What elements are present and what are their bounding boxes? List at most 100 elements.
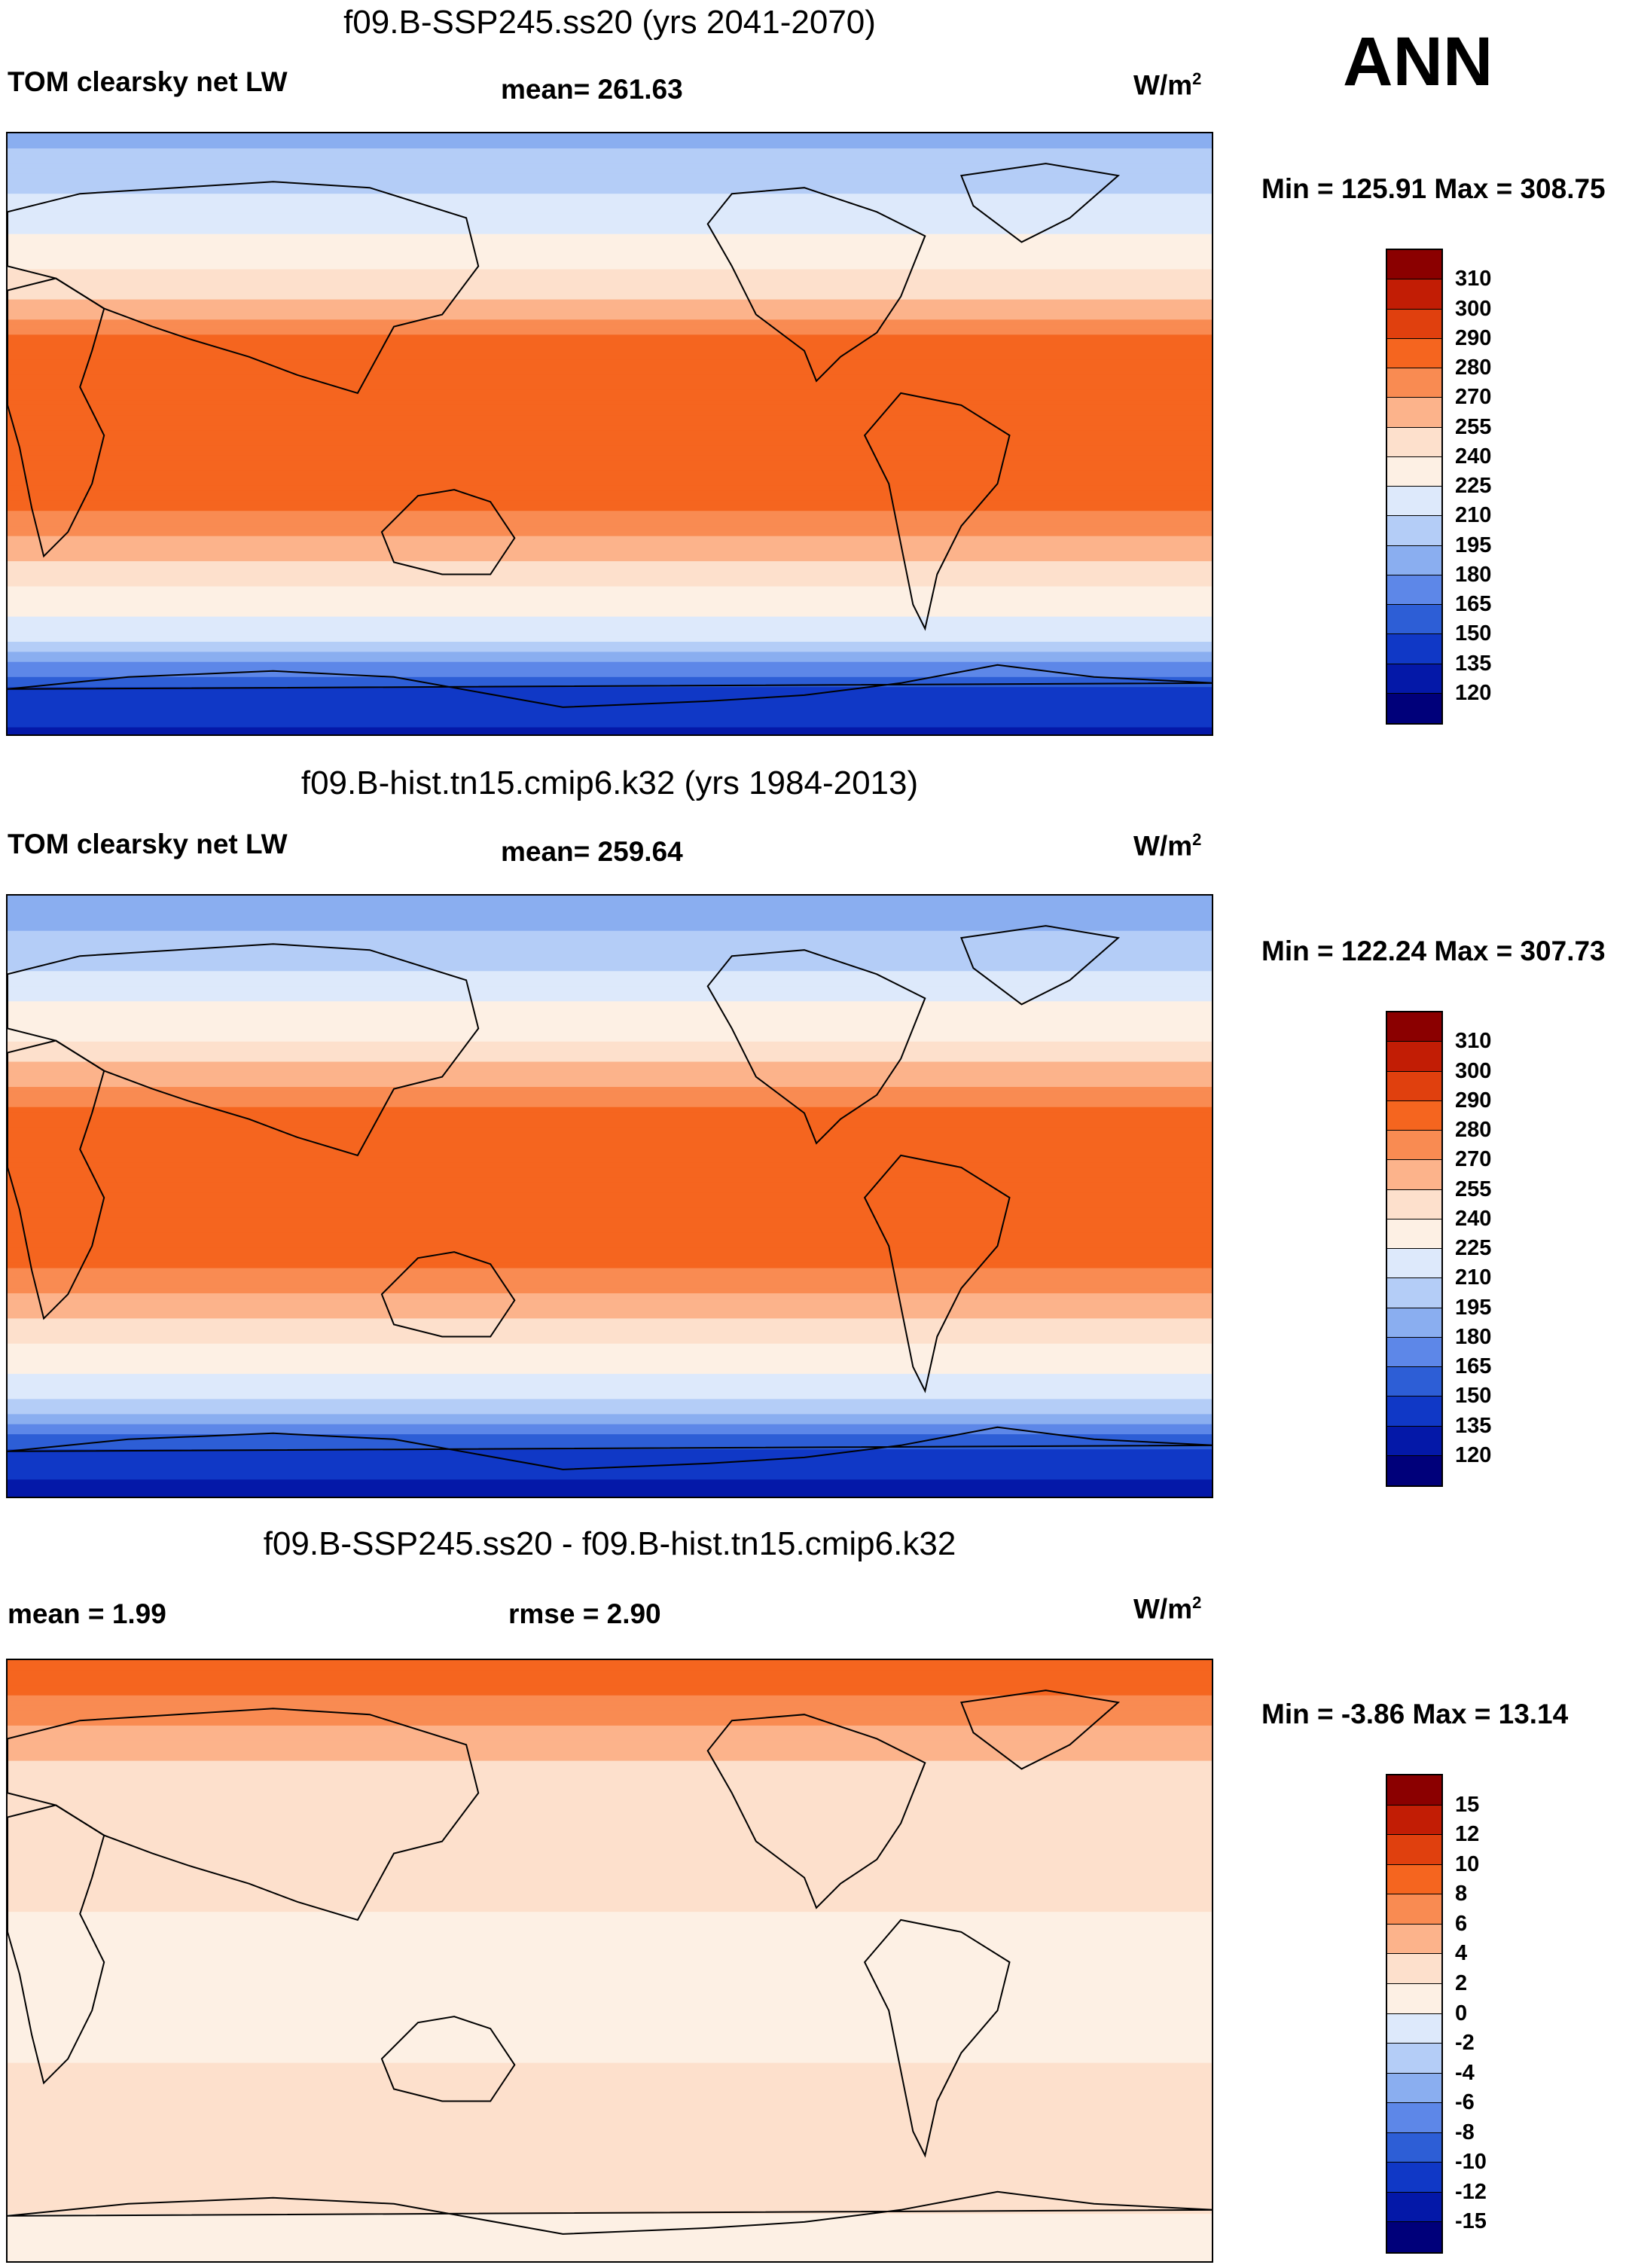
map-band (8, 1228, 1212, 1234)
map-band (8, 1790, 1212, 1797)
colorbar-cell (1387, 1308, 1441, 1338)
map-band (8, 1922, 1212, 1928)
coastline (380, 489, 516, 575)
map-band (8, 601, 1212, 607)
colorbar-tick-label: 310 (1455, 267, 1492, 292)
colorbar-tick-label: 290 (1455, 325, 1492, 350)
map-band (8, 1247, 1212, 1254)
colorbar-cell (1387, 1131, 1441, 1161)
colorbar-panel-2 (1386, 1011, 1443, 1487)
map-band (8, 1213, 1212, 1219)
map-band (8, 631, 1212, 637)
map-band (8, 606, 1212, 612)
map-band (8, 960, 1212, 967)
coastline (8, 1708, 480, 1922)
map-band (8, 234, 1212, 240)
colorbar-cell (1387, 1805, 1441, 1836)
map-band (8, 1912, 1212, 1918)
map-band (8, 324, 1212, 331)
map-band (8, 2077, 1212, 2083)
map-band (8, 239, 1212, 245)
coastline (863, 392, 1011, 631)
panel-1-mean-label: mean= 261.63 (501, 74, 683, 105)
colorbar-tick-label: 165 (1455, 1354, 1492, 1378)
map-band (8, 1404, 1212, 1410)
map-band (8, 1162, 1212, 1168)
season-label: ANN (1343, 23, 1493, 100)
colorbar-tick-label: 210 (1455, 1265, 1492, 1290)
map-band (8, 2073, 1212, 2079)
map-band (8, 717, 1212, 723)
map-band (8, 2259, 1212, 2261)
map-band (8, 621, 1212, 627)
map-band (8, 2193, 1212, 2199)
map-band (8, 591, 1212, 597)
colorbar-cell (1387, 2103, 1441, 2133)
map-band (8, 1152, 1212, 1158)
map-band (8, 334, 1212, 340)
colorbar-tick-label: 0 (1455, 2001, 1468, 2025)
colorbar-tick-label: 4 (1455, 1941, 1468, 1966)
colorbar-tick-label: 300 (1455, 296, 1492, 321)
map-band (8, 259, 1212, 265)
map-band (8, 194, 1212, 200)
map-band (8, 991, 1212, 997)
map-band (8, 1147, 1212, 1153)
colorbar-tick-label: 225 (1455, 474, 1492, 498)
map-band (8, 1082, 1212, 1088)
map-band (8, 2163, 1212, 2169)
map-band (8, 1690, 1212, 1696)
map-band (8, 1972, 1212, 1978)
colorbar-tick-label: 135 (1455, 651, 1492, 676)
map-band (8, 896, 1212, 902)
map-band (8, 1198, 1212, 1204)
colorbar-tick-label: 270 (1455, 385, 1492, 410)
map-band (8, 1277, 1212, 1284)
map-band (8, 672, 1212, 678)
colorbar-tick-label: 15 (1455, 1792, 1480, 1817)
map-band (8, 2118, 1212, 2124)
map-band (8, 1011, 1212, 1017)
map-band (8, 1363, 1212, 1369)
map-band (8, 515, 1212, 522)
map-band (8, 395, 1212, 401)
coastline (380, 1251, 516, 1338)
map-band (8, 1861, 1212, 1867)
map-band (8, 1052, 1212, 1058)
map-band (8, 520, 1212, 527)
map-band (8, 930, 1212, 937)
map-band (8, 2068, 1212, 2074)
map-band (8, 244, 1212, 250)
colorbar-tick-label: -15 (1455, 2209, 1487, 2234)
map-band (8, 163, 1212, 169)
coastline (380, 2016, 516, 2102)
panel-3-mean-label: mean = 1.99 (8, 1598, 166, 1629)
map-band (8, 148, 1212, 154)
colorbar-cell (1387, 1455, 1441, 1485)
map-band (8, 1031, 1212, 1037)
colorbar-cell (1387, 250, 1441, 280)
map-band (8, 546, 1212, 552)
map-band (8, 561, 1212, 567)
map-band (8, 707, 1212, 713)
map-band (8, 1876, 1212, 1882)
map-band (8, 1268, 1212, 1274)
map-band (8, 1384, 1212, 1390)
coastline (8, 181, 480, 395)
colorbar-cell (1387, 368, 1441, 398)
map-band (8, 1997, 1212, 2004)
colorbar-cell (1387, 545, 1441, 575)
map-band (8, 138, 1212, 144)
map-band (8, 2178, 1212, 2184)
map-band (8, 1378, 1212, 1384)
map-band (8, 1308, 1212, 1314)
map-band (8, 2092, 1212, 2099)
map-band (8, 1725, 1212, 1732)
map-band (8, 926, 1212, 932)
map-band (8, 732, 1212, 734)
map-band (8, 158, 1212, 164)
colorbar-tick-label: 210 (1455, 503, 1492, 528)
map-band (8, 642, 1212, 648)
map-band (8, 340, 1212, 346)
colorbar-cell (1387, 1426, 1441, 1456)
